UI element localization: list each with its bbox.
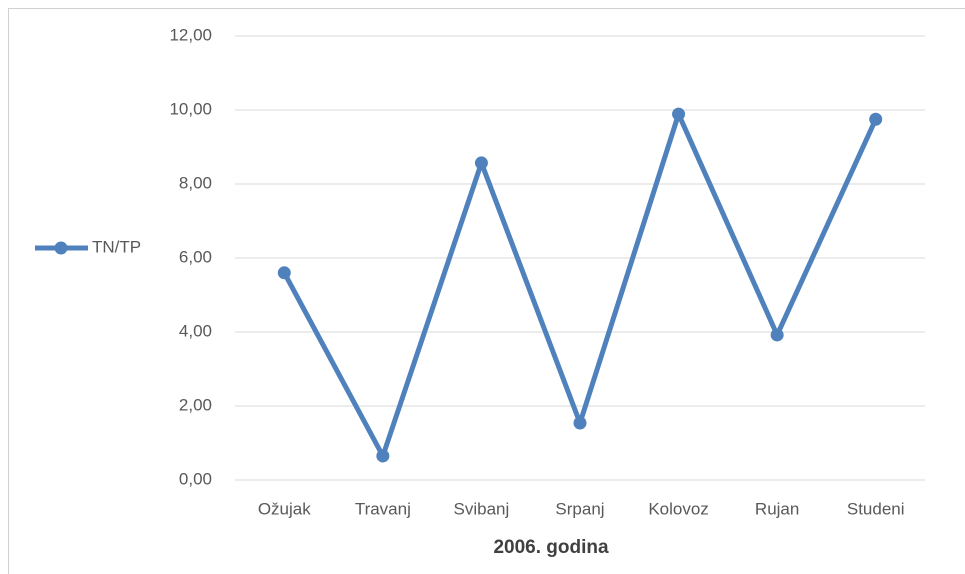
data-point: [474, 156, 488, 170]
x-tick-label: Rujan: [755, 499, 799, 518]
y-tick-label: 0,00: [179, 469, 212, 488]
data-line: [282, 111, 878, 459]
data-point: [573, 416, 587, 430]
chart-border: [8, 8, 965, 574]
data-point: [869, 112, 883, 126]
data-point: [672, 107, 686, 121]
y-tick-label: 8,00: [179, 173, 212, 192]
data-point: [770, 328, 784, 342]
legend-marker: [54, 241, 68, 255]
x-tick-label: Ožujak: [258, 499, 311, 518]
x-tick-label: Kolovoz: [648, 499, 708, 518]
y-tick-label: 12,00: [169, 25, 212, 44]
y-tick-label: 2,00: [179, 395, 212, 414]
x-tick-label: Studeni: [847, 499, 905, 518]
data-point: [277, 266, 291, 280]
y-tick-label: 4,00: [179, 321, 212, 340]
y-tick-label: 10,00: [169, 99, 212, 118]
x-tick-label: Svibanj: [454, 499, 510, 518]
x-axis-title: 2006. godina: [493, 537, 609, 558]
x-tick-label: Travanj: [355, 499, 411, 518]
y-tick-label: 6,00: [179, 247, 212, 266]
data-point: [376, 449, 390, 463]
legend-label: TN/TP: [92, 237, 141, 256]
x-tick-label: Srpanj: [555, 499, 604, 518]
